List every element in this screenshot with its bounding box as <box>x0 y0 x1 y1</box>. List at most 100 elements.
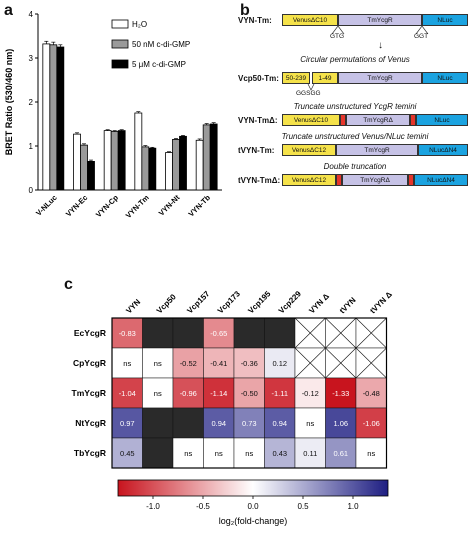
linker-marks <box>331 26 429 35</box>
caption-circular-permutations: Circular permutations of Venus <box>300 55 410 64</box>
heatmap-cell <box>142 317 174 349</box>
colorbar <box>117 479 389 497</box>
legend-swatch <box>111 59 129 69</box>
heatmap-cell <box>111 437 143 469</box>
construct5-label: tVYN-TmΔ: <box>238 176 281 185</box>
column-label: Vcp229 <box>277 289 304 316</box>
bar <box>110 131 119 191</box>
heatmap-cell <box>142 437 174 469</box>
construct4-label: tVYN-Tm: <box>238 146 275 155</box>
bar <box>141 146 150 191</box>
heatmap-cell <box>233 377 265 409</box>
bar <box>42 43 51 191</box>
row-label: TbYcgR <box>74 448 106 458</box>
colorbar-tick-label: 0.0 <box>247 502 259 511</box>
heatmap-cell <box>233 407 265 439</box>
y-axis-label: BRET Ratio (530/460 nm) <box>4 49 14 156</box>
cell-label: ns <box>184 449 192 458</box>
bar <box>209 123 218 191</box>
cell-label: -1.11 <box>271 389 288 398</box>
y-tick-label: 2 <box>29 98 34 107</box>
heatmap-cell <box>233 317 265 349</box>
bar <box>172 138 180 191</box>
heatmap-cell <box>172 347 204 379</box>
x-tick-label: VYN-Cp <box>94 193 120 219</box>
cell-label: 0.73 <box>242 419 257 428</box>
heatmap-cell <box>111 407 143 439</box>
construct-diagram: VYN-Tm: VenusΔC10 TmYcgR NLuc GTG GGT ↓ … <box>236 0 474 270</box>
y-tick-label: 0 <box>29 186 34 195</box>
cell-label: -0.41 <box>210 359 227 368</box>
construct5-venus: VenusΔC12 <box>282 174 336 186</box>
cross-line <box>355 317 387 349</box>
cell-label: 0.97 <box>120 419 135 428</box>
colorbar-tick-label: 0.5 <box>297 502 309 511</box>
heatmap-cell <box>264 407 296 439</box>
bar <box>49 44 58 191</box>
construct3-nluc: NLuc <box>416 114 468 126</box>
bar <box>148 147 157 191</box>
heatmap-border <box>111 317 388 469</box>
cell-label: 0.11 <box>303 449 317 458</box>
cell-label: 0.43 <box>272 449 287 458</box>
cell-label: 0.45 <box>120 449 135 458</box>
cell-label: -1.06 <box>363 419 380 428</box>
x-tick-label: VYN-Tm <box>124 193 151 220</box>
heatmap: VYN Vcp50 Vcp157 Vcp173 Vcp195 Vcp229 VYN Δ tVY… <box>72 289 394 526</box>
construct3-venus: VenusΔC10 <box>282 114 340 126</box>
heatmap-cell <box>355 377 387 409</box>
cell-label: -0.12 <box>302 389 319 398</box>
heatmap-cell <box>264 347 296 379</box>
cross-line <box>355 347 387 379</box>
cell-label: -1.04 <box>119 389 136 398</box>
bar-chart: 0 1 2 3 4 BRET Ratio (530/460 nm) V-NLuc VYN-Ec… <box>4 10 222 220</box>
heatmap-cell <box>142 377 174 409</box>
construct2-venus-b: 1-49 <box>312 72 338 84</box>
row-label: CpYcgR <box>73 358 106 368</box>
bar <box>179 135 187 191</box>
heatmap-cell <box>203 347 235 379</box>
construct4-venus: VenusΔC12 <box>282 144 336 156</box>
legend-swatch <box>111 39 129 49</box>
cell-label: 0.61 <box>333 449 348 458</box>
cell-label: -1.14 <box>210 389 227 398</box>
colorbar-label: log₂(fold-change) <box>219 516 288 526</box>
cell-label: ns <box>215 449 223 458</box>
heatmap-cell <box>264 317 296 349</box>
construct1-nluc: NLuc <box>422 14 468 26</box>
construct2-nluc: NLuc <box>422 72 468 84</box>
construct1-venus: VenusΔC10 <box>282 14 338 26</box>
panel-letter-a: a <box>4 2 13 19</box>
heatmap-cell <box>294 377 326 409</box>
construct1-ycgr: TmYcgR <box>338 14 422 26</box>
heatmap-cell <box>203 317 235 349</box>
heatmap-cell <box>355 437 387 469</box>
y-tick-label: 1 <box>29 142 34 151</box>
bar <box>117 130 126 191</box>
x-tick-label: V-NLuc <box>34 193 59 218</box>
x-tick-label: VYN-Tb <box>187 193 213 219</box>
gg-linker-mark <box>307 84 315 91</box>
construct2-label: Vcp50-Tm: <box>238 74 279 83</box>
y-tick-label: 4 <box>29 10 34 19</box>
y-tick-label: 3 <box>29 54 34 63</box>
cell-label: ns <box>123 359 131 368</box>
row-label: EcYcgR <box>74 328 106 338</box>
cross-line <box>294 347 326 379</box>
cell-label: ns <box>245 449 253 458</box>
colorbar-tick-label: -0.5 <box>196 502 210 511</box>
cross-line <box>294 317 326 349</box>
bar <box>195 139 204 191</box>
cell-label: -0.83 <box>119 329 136 338</box>
heatmap-cell <box>111 317 143 349</box>
heatmap-cell <box>294 407 326 439</box>
heatmap-cell <box>172 317 204 349</box>
caption-double-truncation: Double truncation <box>323 162 387 171</box>
cell-label: -0.50 <box>241 389 258 398</box>
cell-label: -0.52 <box>180 359 197 368</box>
ggsgg-label: GGSGG <box>296 90 321 97</box>
bar <box>87 160 95 191</box>
gtg-label: GTG <box>330 33 345 40</box>
cell-label: ns <box>367 449 375 458</box>
construct4-nluc: NLucΔN4 <box>418 144 468 156</box>
